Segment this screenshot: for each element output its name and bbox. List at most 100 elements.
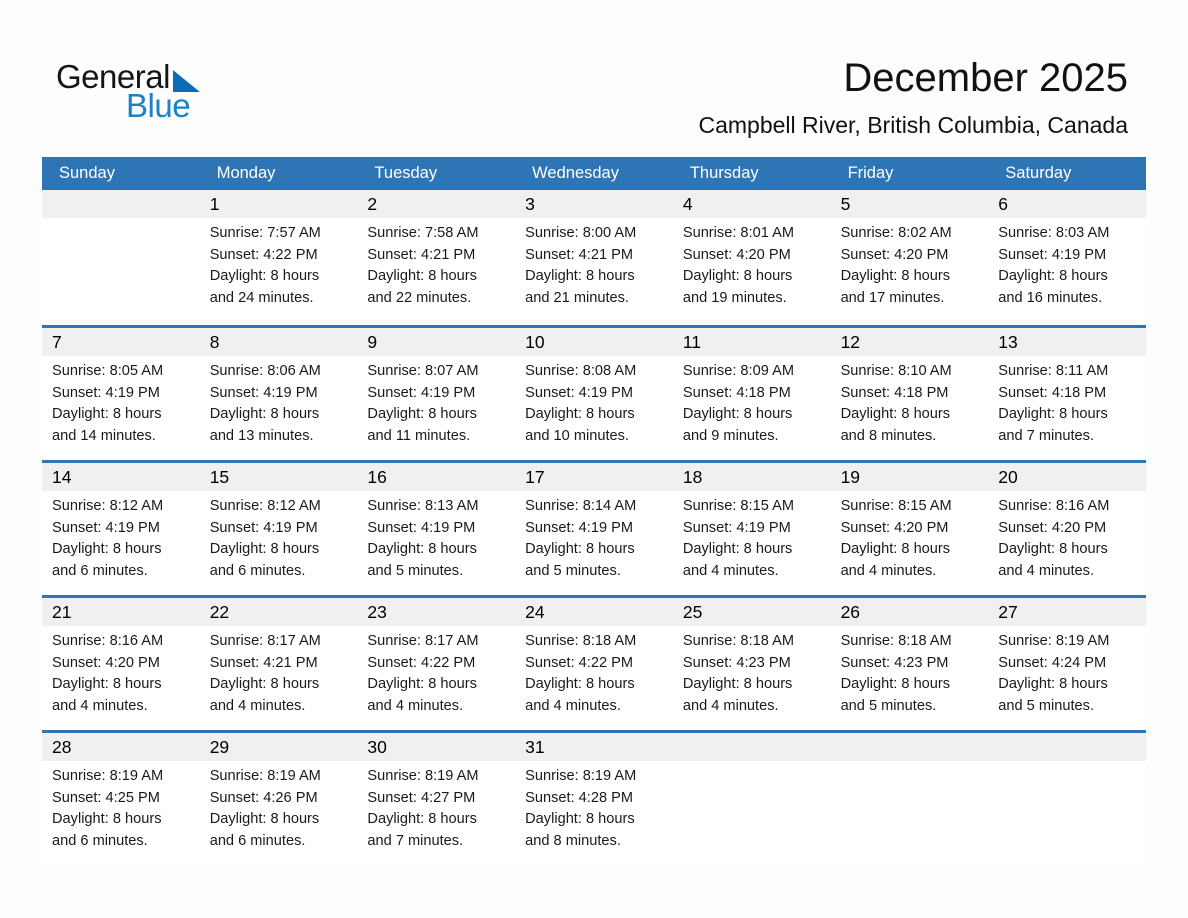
day-detail-line: Sunrise: 8:10 AM — [840, 363, 952, 379]
day-detail-line: Sunrise: 8:15 AM — [840, 498, 952, 514]
day-detail-line: and 4 minutes. — [525, 697, 621, 714]
day-detail-line: Daylight: 8 hours — [525, 268, 635, 285]
day-detail-line: Sunrise: 8:16 AM — [998, 498, 1110, 514]
empty-day-cell — [988, 733, 1146, 865]
day-detail-line: Sunset: 4:22 PM — [525, 654, 634, 671]
day-detail-line: Daylight: 8 hours — [840, 406, 951, 423]
day-details: Sunrise: 8:18 AM Sunset: 4:22 PM Daylight:… — [515, 626, 673, 717]
day-number: 11 — [672, 328, 831, 356]
day-cell-29: 29 Sunrise: 8:19 AM Sunset: 4:26 PM Dayligh… — [199, 733, 358, 865]
day-cell-13: 13 Sunrise: 8:11 AM Sunset: 4:18 PM Dayligh… — [988, 328, 1146, 460]
weekday-wednesday: Wednesday — [532, 164, 619, 182]
day-detail-line: Sunset: 4:25 PM — [52, 789, 160, 806]
day-details: Sunrise: 8:19 AM Sunset: 4:27 PM Daylight:… — [357, 761, 515, 852]
day-detail-line: Daylight: 8 hours — [367, 541, 477, 558]
day-detail-line: Sunset: 4:19 PM — [998, 246, 1107, 263]
day-cell-24: 24 Sunrise: 8:18 AM Sunset: 4:22 PM Dayligh… — [515, 598, 673, 730]
day-detail-line: Sunset: 4:19 PM — [525, 519, 634, 536]
day-detail-line: and 14 minutes. — [52, 427, 156, 444]
weekday-tuesday: Tuesday — [374, 164, 438, 182]
day-detail-line: and 17 minutes. — [840, 289, 945, 306]
logo-top-line: General — [56, 60, 200, 93]
day-cell-28: 28 Sunrise: 8:19 AM Sunset: 4:25 PM Dayligh… — [42, 733, 200, 865]
day-detail-line: Daylight: 8 hours — [525, 676, 635, 693]
day-detail-line: Daylight: 8 hours — [367, 676, 477, 693]
day-number: 10 — [515, 328, 673, 356]
day-number: 6 — [988, 190, 1146, 218]
day-detail-line: Daylight: 8 hours — [209, 811, 320, 828]
day-detail-line: Daylight: 8 hours — [52, 541, 162, 558]
page-subtitle: Campbell River, British Columbia, Canada — [698, 112, 1128, 138]
day-detail-line: Daylight: 8 hours — [52, 676, 162, 693]
page-title: December 2025 — [843, 56, 1128, 100]
day-detail-line: Daylight: 8 hours — [840, 541, 951, 558]
day-number: 20 — [988, 463, 1146, 491]
day-detail-line: Sunset: 4:24 PM — [998, 654, 1107, 671]
day-detail-line: Daylight: 8 hours — [209, 676, 320, 693]
day-detail-line: Sunrise: 8:06 AM — [209, 363, 321, 379]
day-detail-line: Sunset: 4:23 PM — [682, 654, 791, 671]
day-detail-line: Daylight: 8 hours — [682, 268, 793, 285]
day-detail-line: Sunrise: 8:07 AM — [367, 363, 479, 379]
day-number: 22 — [199, 598, 358, 626]
day-cell-16: 16 Sunrise: 8:13 AM Sunset: 4:19 PM Dayligh… — [357, 463, 516, 595]
day-number: 25 — [672, 598, 831, 626]
day-detail-line: Daylight: 8 hours — [209, 541, 320, 558]
day-detail-line: Sunrise: 8:00 AM — [525, 225, 637, 241]
day-number: 17 — [515, 463, 673, 491]
day-detail-line: Sunset: 4:19 PM — [209, 519, 318, 536]
day-detail-line: Daylight: 8 hours — [52, 811, 162, 828]
day-cell-6: 6 Sunrise: 8:03 AM Sunset: 4:19 PM Daylight… — [988, 190, 1146, 325]
day-details: Sunrise: 7:58 AM Sunset: 4:21 PM Daylight:… — [357, 218, 515, 309]
day-number: 16 — [357, 463, 516, 491]
day-detail-line: and 6 minutes. — [209, 562, 306, 579]
day-number: 26 — [830, 598, 989, 626]
day-cell-11: 11 Sunrise: 8:09 AM Sunset: 4:18 PM Dayligh… — [672, 328, 831, 460]
empty-day-cell — [672, 733, 831, 865]
day-detail-line: Daylight: 8 hours — [367, 268, 477, 285]
day-details: Sunrise: 8:18 AM Sunset: 4:23 PM Daylight:… — [673, 626, 831, 717]
day-detail-line: Sunset: 4:20 PM — [840, 519, 949, 536]
day-details: Sunrise: 8:06 AM Sunset: 4:19 PM Daylight:… — [200, 356, 358, 447]
day-details: Sunrise: 8:16 AM Sunset: 4:20 PM Daylight:… — [988, 491, 1146, 582]
weekday-monday: Monday — [216, 164, 276, 182]
day-detail-line: Daylight: 8 hours — [998, 268, 1108, 285]
day-cell-5: 5 Sunrise: 8:02 AM Sunset: 4:20 PM Daylight… — [830, 190, 989, 325]
day-details — [42, 218, 200, 223]
week-row-3: 14 Sunrise: 8:12 AM Sunset: 4:19 PM Dayligh… — [42, 460, 1146, 595]
day-detail-line: Sunrise: 8:18 AM — [525, 633, 637, 649]
day-details — [988, 761, 1146, 766]
day-detail-line: and 5 minutes. — [998, 697, 1095, 714]
day-detail-line: Sunrise: 8:09 AM — [682, 363, 794, 379]
day-detail-line: Sunrise: 8:19 AM — [998, 633, 1110, 649]
day-detail-line: Sunset: 4:20 PM — [840, 246, 949, 263]
day-detail-line: Sunset: 4:18 PM — [998, 384, 1107, 401]
day-detail-line: Sunrise: 8:19 AM — [52, 768, 164, 784]
day-number: 5 — [830, 190, 989, 218]
day-number: 2 — [357, 190, 516, 218]
day-detail-line: Daylight: 8 hours — [209, 406, 320, 423]
day-details: Sunrise: 8:13 AM Sunset: 4:19 PM Daylight:… — [357, 491, 515, 582]
day-detail-line: Sunset: 4:19 PM — [367, 384, 476, 401]
day-detail-line: and 5 minutes. — [367, 562, 464, 579]
day-number: 8 — [199, 328, 358, 356]
day-detail-line: Sunrise: 8:18 AM — [840, 633, 952, 649]
day-detail-line: Sunrise: 8:18 AM — [682, 633, 794, 649]
day-number — [42, 190, 200, 218]
day-detail-line: Sunset: 4:18 PM — [840, 384, 949, 401]
day-detail-line: Daylight: 8 hours — [682, 406, 793, 423]
day-detail-line: and 8 minutes. — [525, 832, 621, 849]
day-detail-line: Sunrise: 8:12 AM — [52, 498, 164, 514]
day-detail-line: Sunrise: 8:12 AM — [209, 498, 321, 514]
day-details: Sunrise: 8:02 AM Sunset: 4:20 PM Daylight:… — [831, 218, 989, 309]
day-number: 3 — [515, 190, 673, 218]
day-detail-line: and 6 minutes. — [52, 562, 148, 579]
day-detail-line: Sunset: 4:19 PM — [52, 384, 160, 401]
day-cell-1: 1 Sunrise: 7:57 AM Sunset: 4:22 PM Daylight… — [199, 190, 358, 325]
day-cell-3: 3 Sunrise: 8:00 AM Sunset: 4:21 PM Daylight… — [515, 190, 673, 325]
day-detail-line: and 7 minutes. — [367, 832, 464, 849]
title-block: December 2025 Campbell River, British Co… — [698, 58, 1128, 137]
day-cell-30: 30 Sunrise: 8:19 AM Sunset: 4:27 PM Dayligh… — [357, 733, 516, 865]
day-number: 31 — [515, 733, 673, 761]
